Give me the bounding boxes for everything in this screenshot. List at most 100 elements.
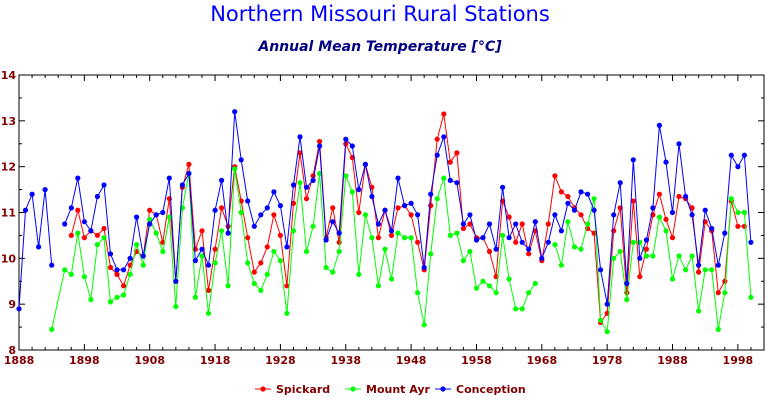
data-point [428, 203, 434, 209]
data-point [29, 191, 35, 197]
data-point [637, 239, 643, 245]
x-tick-label: 1948 [396, 354, 427, 367]
data-point [415, 212, 421, 218]
data-point [336, 230, 342, 236]
data-point [702, 267, 708, 273]
data-point [434, 152, 440, 158]
data-point [506, 276, 512, 282]
data-point [578, 189, 584, 195]
x-tick-label: 1988 [657, 354, 688, 367]
data-point [519, 306, 525, 312]
data-point [88, 297, 94, 303]
data-point [75, 230, 81, 236]
data-point [310, 223, 316, 229]
data-point [356, 209, 362, 216]
data-point [297, 180, 303, 186]
data-point [447, 177, 453, 183]
data-point [271, 248, 277, 255]
data-point [604, 329, 610, 335]
data-point [277, 203, 283, 209]
data-point [284, 244, 290, 250]
data-point [480, 235, 486, 241]
data-point [467, 221, 473, 227]
data-point [591, 196, 597, 202]
data-point [75, 207, 81, 213]
data-point [303, 196, 310, 202]
data-point [506, 214, 512, 220]
data-point [650, 253, 656, 259]
data-point [36, 244, 42, 250]
data-point [624, 290, 630, 296]
legend-label: Mount Ayr [366, 383, 431, 396]
data-point [336, 239, 342, 245]
data-point [114, 294, 120, 300]
data-point [454, 150, 460, 156]
data-point [81, 274, 87, 280]
data-point [290, 182, 297, 188]
data-point [460, 225, 466, 232]
data-point [284, 310, 290, 316]
data-point [715, 290, 721, 296]
data-point [205, 262, 212, 268]
legend-item: Mount Ayr [345, 383, 431, 396]
data-point [107, 251, 114, 257]
data-point [166, 175, 172, 181]
data-point [199, 253, 205, 259]
data-point [382, 246, 388, 252]
data-point [421, 264, 427, 271]
data-point [676, 193, 682, 200]
data-point [127, 271, 133, 277]
data-point [513, 239, 519, 245]
data-point [219, 205, 225, 211]
axes: 1888 1898 1908 1918 1928 1938 1948 1958 1968 1978… [1, 69, 765, 367]
x-tick-label: 1978 [592, 354, 623, 367]
data-point [611, 255, 617, 261]
data-point [68, 205, 74, 211]
data-point [297, 134, 303, 140]
data-point [323, 237, 329, 243]
data-point [656, 214, 663, 220]
data-point [121, 292, 127, 298]
data-point [179, 182, 185, 188]
data-point [447, 232, 453, 238]
data-point [611, 228, 617, 234]
data-point [114, 271, 120, 277]
data-point [134, 242, 140, 248]
series-line [64, 111, 752, 305]
data-point [317, 143, 323, 149]
data-point [375, 221, 381, 227]
legend-marker [350, 386, 356, 392]
data-point [310, 173, 316, 179]
data-point [127, 255, 133, 261]
series-line [51, 168, 536, 330]
data-point [585, 191, 591, 197]
data-point [356, 187, 362, 193]
data-point [598, 267, 604, 273]
data-point [526, 290, 532, 296]
data-point [565, 200, 571, 206]
x-tick-label: 1998 [723, 354, 754, 367]
data-point [251, 280, 257, 287]
data-point [49, 326, 55, 332]
data-point [441, 111, 447, 117]
data-point [160, 248, 166, 255]
data-point [741, 223, 748, 229]
data-point [160, 209, 166, 216]
data-point [611, 212, 617, 218]
legend-label: Spickard [276, 383, 330, 396]
y-tick-label: 9 [8, 298, 16, 311]
x-tick-label: 1958 [461, 354, 492, 367]
data-point [49, 262, 55, 268]
data-point [460, 258, 466, 264]
data-point [415, 290, 421, 296]
data-point [532, 280, 538, 287]
data-point [94, 232, 100, 238]
data-point [441, 134, 447, 140]
data-point [343, 173, 349, 179]
data-point [506, 235, 512, 241]
data-point [297, 150, 303, 156]
data-point [689, 253, 695, 259]
data-point [121, 267, 127, 273]
data-point [624, 280, 630, 287]
